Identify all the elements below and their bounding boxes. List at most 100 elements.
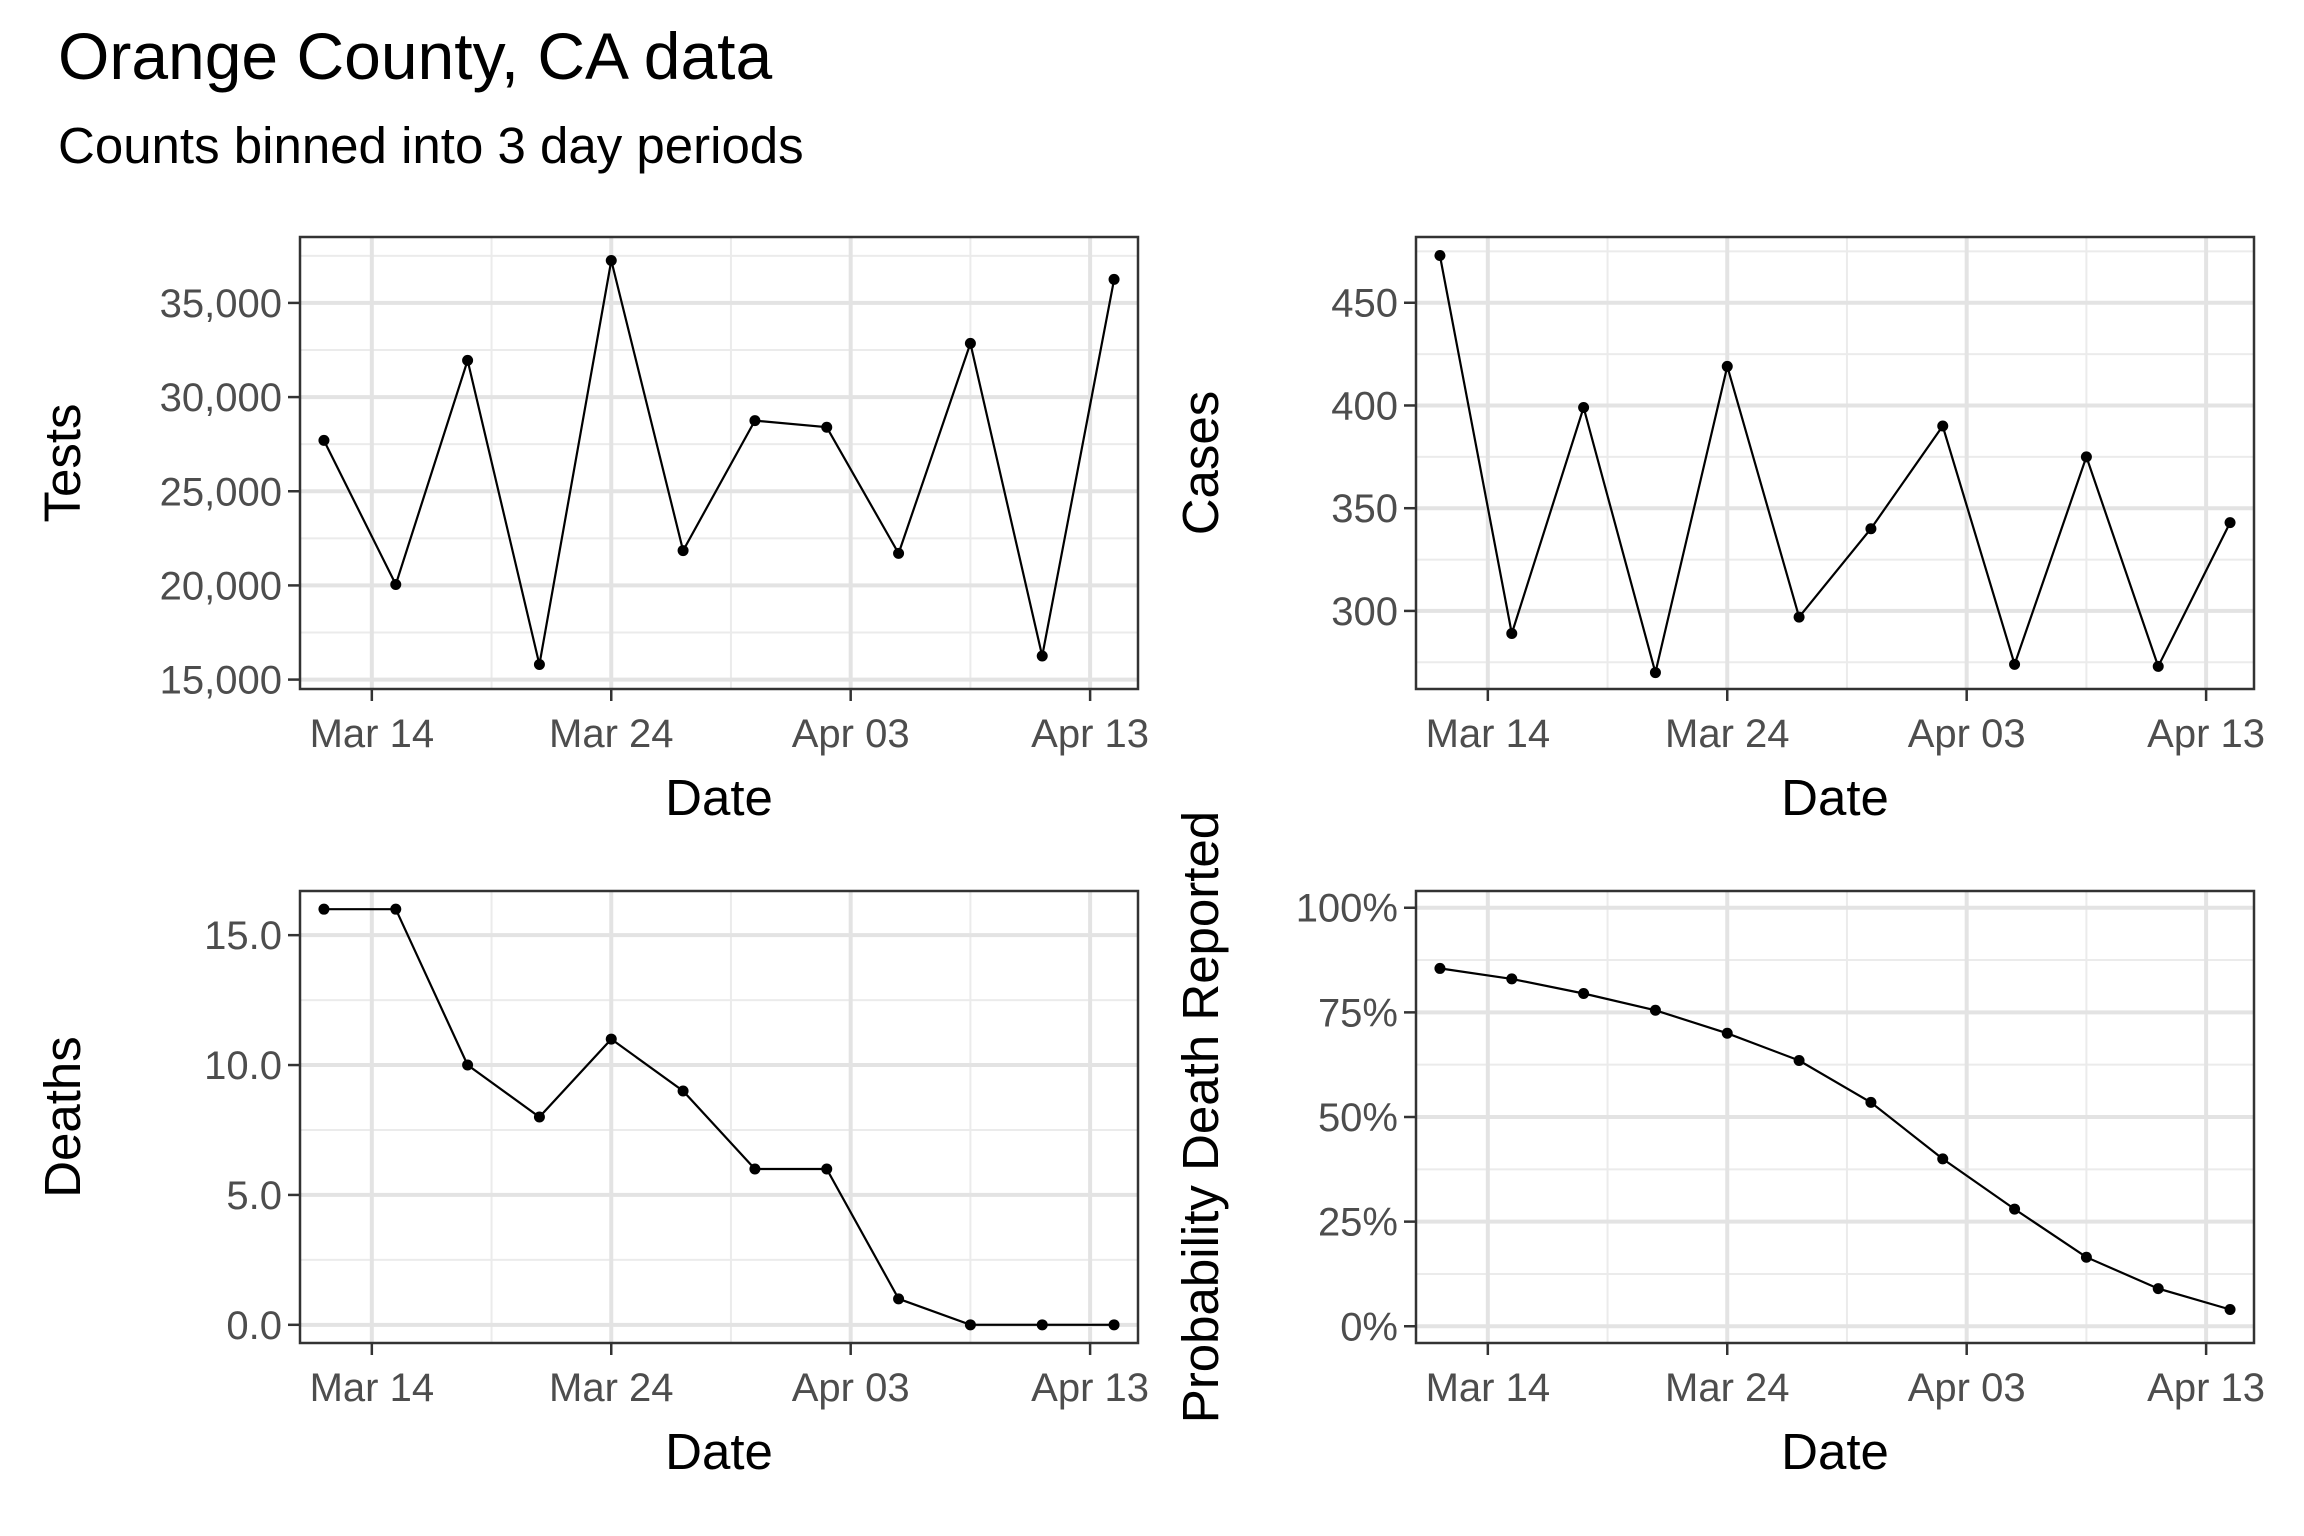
deaths-panel-border xyxy=(298,889,1140,1345)
tests-y-tick-label: 30,000 xyxy=(160,376,282,420)
probability-y-tick-label: 75% xyxy=(1318,991,1398,1035)
deaths-data-point xyxy=(964,1319,976,1331)
deaths-y-tick-label: 15.0 xyxy=(204,914,282,958)
deaths-panel-background xyxy=(300,891,1138,1343)
cases-series-line xyxy=(1438,255,2232,673)
tests-x-tick-label: Mar 14 xyxy=(310,712,435,756)
tests-series-line xyxy=(322,260,1116,665)
tests-data-point xyxy=(605,255,617,267)
cases-y-tick-label: 450 xyxy=(1331,282,1398,326)
probability-data-point xyxy=(1506,973,1518,985)
deaths-x-tick-label: Mar 14 xyxy=(310,1366,435,1410)
tests-data-point xyxy=(1108,273,1120,285)
probability-x-axis-title: Date xyxy=(1781,1423,1889,1480)
probability-data-point xyxy=(2009,1203,2021,1215)
cases-data-point xyxy=(1434,249,1446,261)
cases-x-tick-label: Mar 24 xyxy=(1665,712,1790,756)
tests-data-point xyxy=(964,337,976,349)
cases-data-point xyxy=(1721,360,1733,372)
cases-data-point xyxy=(1649,667,1661,679)
cases-data-point xyxy=(2080,451,2092,463)
tests-data-point xyxy=(462,354,474,366)
probability-series-line xyxy=(1439,967,2231,1311)
page-subtitle: Counts binned into 3 day periods xyxy=(58,117,804,174)
deaths-x-tick-label: Apr 03 xyxy=(792,1366,910,1410)
tests-data-point xyxy=(533,659,545,671)
tests-data-point xyxy=(749,415,761,427)
deaths-x-axis-title: Date xyxy=(665,1423,773,1480)
deaths-x-tick-label: Mar 24 xyxy=(549,1366,674,1410)
deaths-data-point xyxy=(821,1163,833,1175)
deaths-data-point xyxy=(1108,1319,1120,1331)
deaths-data-point xyxy=(533,1111,545,1123)
cases-y-tick-label: 400 xyxy=(1331,384,1398,428)
deaths-y-tick-label: 5.0 xyxy=(226,1174,282,1218)
cases-data-point xyxy=(1506,628,1518,640)
panel-cases: Mar 14 Mar 24 Apr 03 Apr 13 300 350 400 450 Date… xyxy=(1172,235,2265,826)
tests-data-point xyxy=(390,578,402,590)
tests-x-tick-label: Mar 24 xyxy=(549,712,674,756)
probability-data-point xyxy=(1578,988,1590,1000)
cases-panel-background xyxy=(1416,237,2254,689)
probability-data-point xyxy=(1793,1055,1805,1066)
probability-y-tick-label: 50% xyxy=(1318,1096,1398,1140)
tests-panel-border xyxy=(298,235,1140,691)
probability-data-point xyxy=(1865,1096,1877,1108)
cases-x-tick-label: Mar 14 xyxy=(1426,712,1551,756)
cases-data-point xyxy=(2009,658,2021,670)
cases-data-point xyxy=(1937,420,1949,432)
probability-data-point xyxy=(1434,962,1446,974)
probability-x-tick-label: Apr 03 xyxy=(1908,1366,2026,1410)
probability-x-tick-label: Mar 14 xyxy=(1426,1366,1551,1410)
panel-probability: Mar 14 Mar 24 Apr 03 Apr 13 0% 25% 50% 75% 100% D… xyxy=(1172,811,2265,1480)
cases-panel-border xyxy=(1414,235,2256,691)
probability-data-point xyxy=(2152,1283,2164,1295)
tests-x-axis-title: Date xyxy=(665,769,773,826)
tests-data-point xyxy=(677,545,689,557)
deaths-data-point xyxy=(893,1293,905,1305)
probability-x-tick-label: Apr 13 xyxy=(2147,1366,2265,1410)
cases-y-tick-label: 300 xyxy=(1331,590,1398,634)
deaths-y-tick-label: 0.0 xyxy=(226,1304,282,1348)
deaths-series-line xyxy=(323,908,1115,1326)
deaths-y-axis-title: Deaths xyxy=(34,1036,91,1198)
tests-data-point xyxy=(821,421,833,433)
deaths-data-point xyxy=(462,1059,474,1071)
tests-y-tick-label: 25,000 xyxy=(160,470,282,514)
cases-x-axis-title: Date xyxy=(1781,769,1889,826)
deaths-y-tick-label: 10.0 xyxy=(204,1044,282,1088)
deaths-data-point xyxy=(1036,1319,1048,1331)
page-title: Orange County, CA data xyxy=(58,19,773,93)
tests-data-point xyxy=(893,547,905,559)
deaths-x-tick-label: Apr 13 xyxy=(1031,1366,1149,1410)
tests-y-axis-title: Tests xyxy=(34,403,91,522)
probability-data-point xyxy=(1721,1027,1733,1039)
probability-x-tick-label: Mar 24 xyxy=(1665,1366,1790,1410)
panel-tests: Mar 14 Mar 24 Apr 03 Apr 13 15,000 20,000 25,0… xyxy=(34,235,1149,826)
deaths-data-point xyxy=(749,1163,761,1175)
cases-x-tick-label: Apr 13 xyxy=(2147,712,2265,756)
probability-data-point xyxy=(1649,1004,1661,1016)
probability-y-tick-label: 100% xyxy=(1296,887,1398,931)
probability-data-point xyxy=(2080,1251,2092,1263)
probability-panel-border xyxy=(1414,889,2256,1345)
cases-data-point xyxy=(2152,660,2164,672)
cases-data-point xyxy=(2224,517,2236,529)
deaths-data-point xyxy=(677,1085,689,1097)
probability-data-point xyxy=(1937,1153,1949,1165)
tests-x-tick-label: Apr 13 xyxy=(1031,712,1149,756)
probability-data-point xyxy=(2224,1304,2236,1316)
probability-y-tick-label: 25% xyxy=(1318,1201,1398,1245)
deaths-data-point xyxy=(318,903,330,915)
cases-y-axis-title: Cases xyxy=(1172,391,1229,536)
tests-y-tick-label: 35,000 xyxy=(160,282,282,326)
deaths-data-point xyxy=(605,1033,617,1045)
cases-data-point xyxy=(1865,523,1877,535)
tests-y-tick-label: 20,000 xyxy=(160,564,282,608)
cases-data-point xyxy=(1793,611,1805,623)
tests-y-tick-label: 15,000 xyxy=(160,659,282,703)
cases-y-tick-label: 350 xyxy=(1331,487,1398,531)
tests-data-point xyxy=(318,434,330,446)
panel-deaths: Mar 14 Mar 24 Apr 03 Apr 13 0.0 5.0 10.0 15.0 Da… xyxy=(34,889,1149,1480)
